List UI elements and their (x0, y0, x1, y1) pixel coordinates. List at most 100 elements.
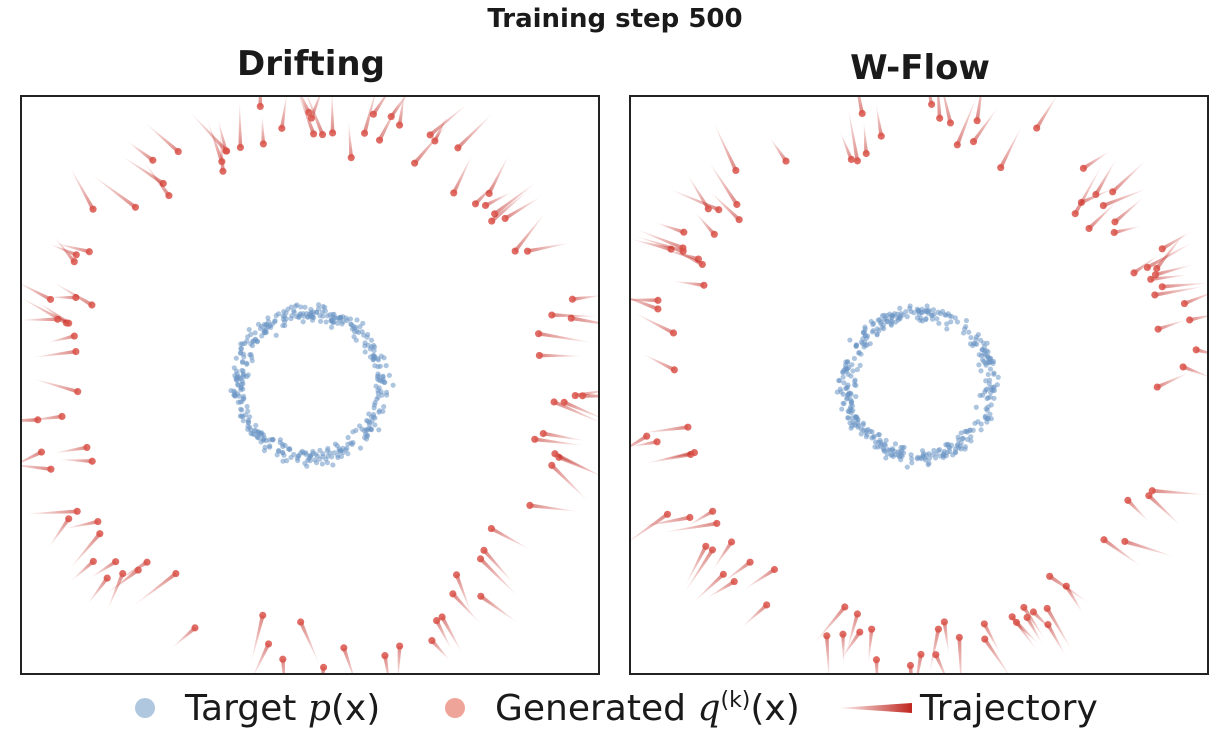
target-point (319, 461, 325, 467)
trajectory-mark (89, 560, 117, 579)
target-point (967, 427, 973, 433)
target-point (843, 386, 849, 392)
target-point (277, 437, 283, 443)
generated-point (501, 214, 509, 222)
target-point (981, 344, 988, 350)
target-point (252, 330, 258, 336)
target-point (378, 378, 384, 384)
target-point (293, 313, 299, 320)
target-point (238, 345, 244, 352)
trajectory-mark (542, 431, 587, 441)
trajectory-mark (942, 621, 949, 656)
generated-point (1154, 325, 1162, 333)
target-point (249, 358, 255, 364)
target-point (904, 464, 910, 470)
target-point (369, 344, 375, 350)
target-point (869, 429, 875, 435)
generated-point (839, 630, 847, 638)
trajectory-mark (1111, 159, 1147, 194)
generated-point (1121, 537, 1129, 546)
target-point (239, 367, 245, 374)
generated-point (1046, 572, 1054, 580)
trajectory-mark (47, 295, 76, 300)
trajectory-mark (382, 655, 389, 673)
target-point (877, 437, 883, 443)
trajectory-mark (482, 549, 515, 585)
target-point (954, 443, 960, 449)
generated-point (487, 524, 495, 533)
generated-point (88, 457, 96, 465)
target-point (962, 444, 968, 450)
target-point (929, 316, 936, 322)
trajectory-mark (479, 594, 520, 624)
generated-point (72, 251, 80, 259)
target-point (848, 399, 854, 405)
target-point (874, 331, 880, 337)
trajectory-mark (1183, 293, 1207, 306)
generated-point (70, 332, 78, 340)
target-point (970, 342, 976, 349)
target-point (862, 333, 869, 339)
target-point (379, 392, 385, 398)
generated-point (259, 140, 267, 148)
generated-point (713, 519, 721, 527)
target-point (235, 381, 241, 388)
trajectory-mark (440, 616, 464, 656)
target-point (317, 313, 323, 319)
generated-point (1033, 124, 1041, 132)
target-point (244, 360, 250, 366)
target-point (265, 315, 271, 321)
target-point (987, 411, 993, 417)
target-point (850, 407, 856, 413)
target-point (280, 458, 286, 464)
trajectory-mark (1046, 623, 1067, 657)
target-point (376, 409, 382, 415)
generated-point (906, 661, 915, 670)
target-point (987, 394, 993, 400)
target-point (936, 320, 942, 326)
target-point (948, 319, 954, 325)
target-point (259, 323, 265, 329)
generated-point (730, 577, 738, 586)
generated-point (523, 247, 532, 255)
trajectory-mark (37, 301, 70, 325)
trajectory-mark (217, 118, 228, 152)
target-point (962, 326, 968, 332)
generated-point (936, 114, 944, 122)
trajectory-mark (712, 540, 734, 571)
generated-point (119, 569, 127, 578)
trajectory-mark (493, 181, 538, 216)
legend-item-target: Target p(x) (135, 680, 380, 736)
trajectory-mark (70, 559, 95, 582)
generated-point (395, 121, 404, 129)
target-point (862, 339, 868, 345)
target-point (304, 463, 310, 469)
trajectory-mark (1094, 158, 1117, 196)
target-point (836, 377, 842, 384)
generated-point (670, 366, 678, 374)
generated-point (973, 117, 981, 125)
target-point (360, 320, 366, 326)
trajectory-mark (1064, 585, 1084, 615)
trajectory-mark (686, 509, 714, 527)
target-point (944, 326, 950, 332)
target-point (914, 306, 920, 312)
target-point (383, 363, 389, 369)
trajectory-mark (307, 97, 325, 136)
trajectory-mark (254, 643, 271, 673)
target-point (925, 462, 931, 468)
trajectory-mark (582, 393, 598, 398)
generated-point (531, 435, 539, 443)
target-point (306, 311, 313, 317)
target-point (995, 374, 1001, 380)
target-point (386, 372, 392, 378)
generated-point (535, 351, 543, 360)
generated-point (143, 558, 151, 566)
generated-point (74, 388, 82, 396)
target-point (349, 326, 355, 332)
target-point (857, 362, 863, 368)
target-point (344, 445, 350, 451)
target-point (332, 441, 338, 447)
target-point (907, 303, 913, 309)
generated-point (551, 450, 559, 458)
